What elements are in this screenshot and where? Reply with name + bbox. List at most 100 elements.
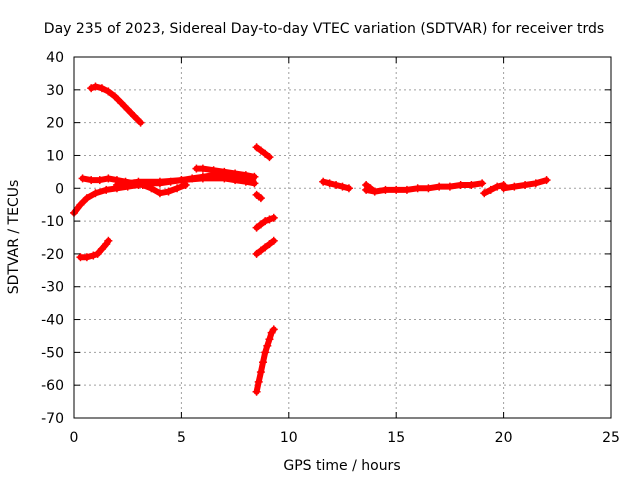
data-point <box>493 182 502 191</box>
data-point <box>366 184 375 193</box>
data-point <box>87 84 96 93</box>
y-tick-label: -30 <box>41 280 64 296</box>
data-point <box>261 149 270 158</box>
data-point <box>269 236 278 245</box>
data-point <box>256 246 265 255</box>
data-point <box>97 244 106 253</box>
data-point <box>381 185 390 194</box>
data-point <box>402 185 411 194</box>
data-point <box>177 176 186 185</box>
data-point <box>155 177 164 186</box>
data-point <box>117 98 126 107</box>
chart-title: Day 235 of 2023, Sidereal Day-to-day VTE… <box>44 21 604 37</box>
data-point <box>338 182 347 191</box>
y-axis-label: SDTVAR / TECUs <box>6 180 22 295</box>
data-point <box>256 368 265 377</box>
data-point <box>93 249 102 258</box>
data-point <box>263 341 272 350</box>
data-point <box>231 169 240 178</box>
data-point <box>110 92 119 101</box>
x-tick-label: 0 <box>70 430 79 446</box>
data-point <box>486 185 495 194</box>
data-point <box>91 189 100 198</box>
data-point <box>155 189 164 198</box>
data-point <box>344 184 353 193</box>
y-tick-label: 40 <box>46 50 64 66</box>
data-point <box>261 348 270 357</box>
data-point <box>542 176 551 185</box>
data-point <box>89 251 98 260</box>
data-point <box>130 112 139 121</box>
data-point <box>261 243 270 252</box>
grid-lines <box>74 57 611 418</box>
data-point <box>250 172 259 181</box>
y-tick-label: -40 <box>41 313 64 329</box>
y-tick-label: -60 <box>41 378 64 394</box>
data-point <box>531 179 540 188</box>
x-tick-label: 15 <box>387 430 405 446</box>
x-axis-label: GPS time / hours <box>283 458 400 474</box>
data-point <box>123 105 132 114</box>
y-tick-label: -70 <box>41 411 64 427</box>
y-tick-label: -20 <box>41 247 64 263</box>
y-tick-label: 10 <box>46 148 64 164</box>
data-point <box>510 182 519 191</box>
data-point <box>319 177 328 186</box>
data-point <box>499 184 508 193</box>
data-point <box>95 176 104 185</box>
data-point <box>252 249 261 258</box>
data-point <box>112 180 121 189</box>
data-point <box>76 200 85 209</box>
data-point <box>269 325 278 334</box>
data-point <box>104 236 113 245</box>
data-point <box>198 174 207 183</box>
data-point <box>91 82 100 91</box>
data-point <box>478 179 487 188</box>
axis-ticks: 0 5 10 15 20 25 -70 -60 -50 -40 -30 -20 -10 0 10 20 30 40 <box>41 50 620 446</box>
y-tick-label: 20 <box>46 116 64 132</box>
data-point <box>136 118 145 127</box>
series-arc-evening-a <box>481 182 507 197</box>
data-point <box>104 174 113 183</box>
data-point <box>254 377 263 386</box>
data-point <box>445 182 454 191</box>
data-point <box>87 176 96 185</box>
data-point <box>173 184 182 193</box>
x-tick-label: 25 <box>602 430 620 446</box>
data-point <box>256 146 265 155</box>
data-point <box>164 187 173 196</box>
data-point <box>424 184 433 193</box>
x-tick-label: 5 <box>177 430 186 446</box>
series-arc-late-top <box>253 144 273 161</box>
data-point <box>78 174 87 183</box>
data-point <box>82 253 91 262</box>
data-point <box>252 387 261 396</box>
data-point <box>332 180 341 189</box>
data-point <box>467 180 476 189</box>
data-point <box>265 240 274 249</box>
data-point <box>252 143 261 152</box>
plot-frame <box>73 56 612 419</box>
y-tick-label: -10 <box>41 214 64 230</box>
data-point <box>265 215 274 224</box>
data-point <box>370 187 379 196</box>
x-tick-label: 10 <box>280 430 298 446</box>
data-point <box>325 179 334 188</box>
data-point <box>256 194 265 203</box>
data-point <box>265 335 274 344</box>
data-point <box>209 166 218 175</box>
y-tick-label: 0 <box>55 181 64 197</box>
data-point <box>521 180 530 189</box>
data-marks <box>70 82 551 396</box>
data-point <box>220 167 229 176</box>
data-point <box>198 164 207 173</box>
y-tick-label: -50 <box>41 345 64 361</box>
data-point <box>362 180 371 189</box>
x-tick-label: 20 <box>495 430 513 446</box>
data-point <box>104 87 113 96</box>
data-point <box>265 153 274 162</box>
data-point <box>82 194 91 203</box>
data-point <box>456 180 465 189</box>
